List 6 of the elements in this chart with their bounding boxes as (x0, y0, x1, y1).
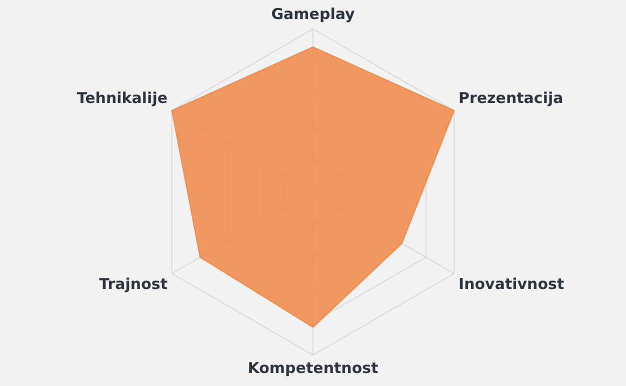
spoke-label: Kompetentnost (248, 358, 378, 377)
spoke-label: Inovativnost (458, 274, 564, 293)
spoke-label: Trajnost (99, 274, 168, 293)
spoke-label: Prezentacija (458, 88, 564, 107)
spoke-label: Gameplay (271, 4, 355, 23)
spoke-label: Tehnikalije (76, 88, 168, 107)
